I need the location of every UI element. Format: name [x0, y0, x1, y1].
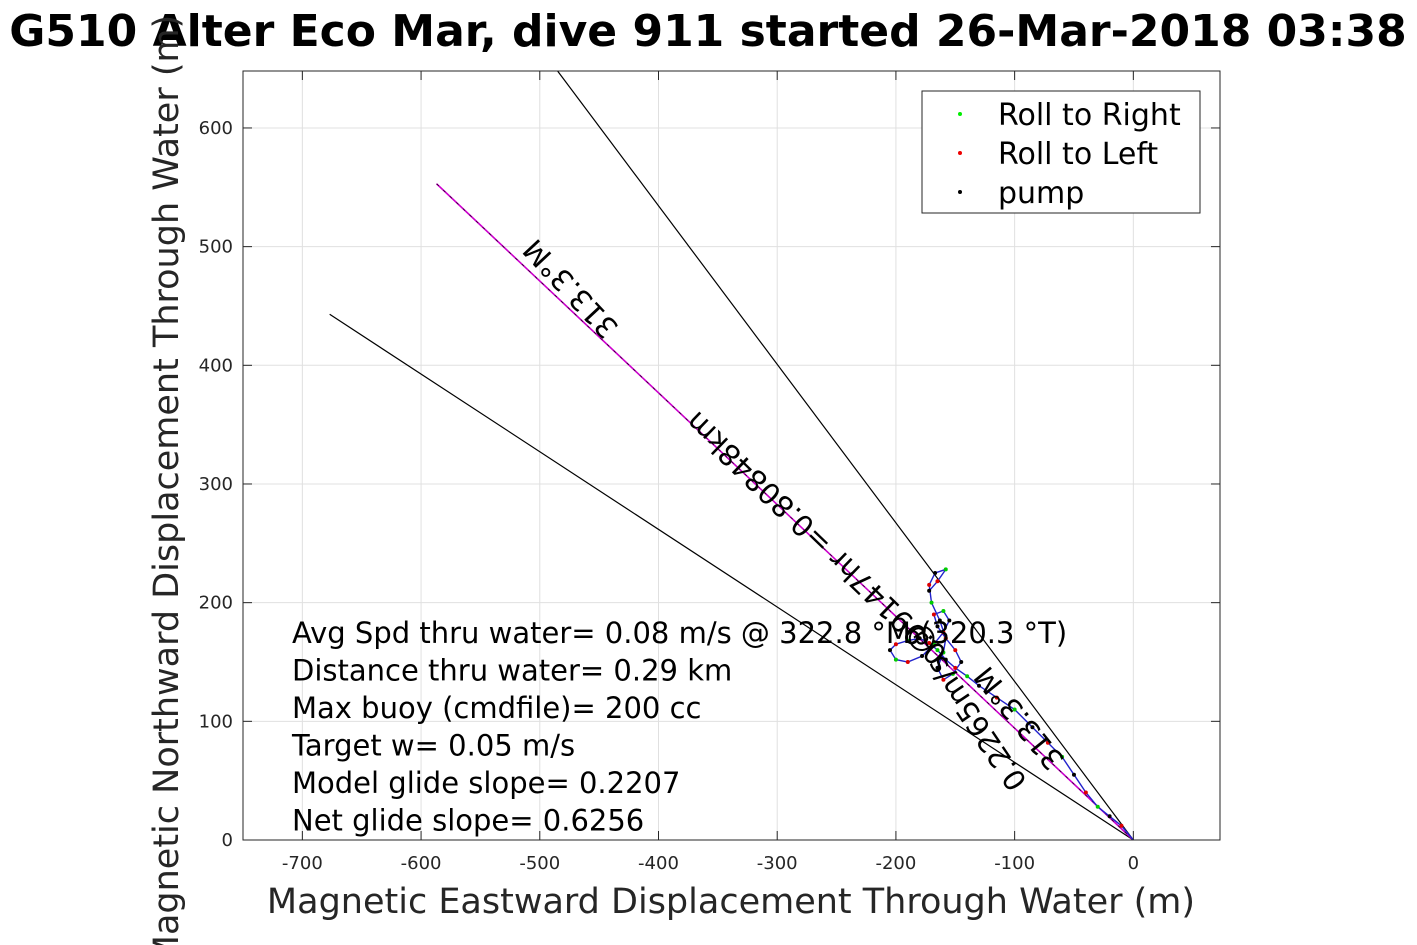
ticks: -700 -600 -500 -400 -300 -200 -100 0 0 100 200 300 4… [199, 71, 1220, 874]
legend-marker [958, 190, 962, 194]
track-point [893, 642, 898, 647]
track-point [941, 630, 946, 635]
track-point [935, 665, 940, 670]
stat-line: Max buoy (cmdfile)= 200 cc [292, 691, 701, 725]
stat-line: Target w= 0.05 m/s [291, 729, 575, 763]
track-point [1107, 814, 1112, 819]
x-tick-label: -400 [638, 853, 679, 874]
track-point [927, 588, 932, 593]
legend-marker [958, 151, 962, 155]
heading-line-dots [436, 183, 1134, 841]
track-point [941, 677, 946, 682]
track-point [953, 665, 958, 670]
track-point [935, 579, 940, 584]
track-point [1012, 707, 1017, 712]
track-point [943, 567, 948, 572]
x-axis-label: Magnetic Eastward Displacement Through W… [267, 882, 1195, 922]
track-point [943, 657, 948, 662]
x-tick-label: -200 [875, 853, 916, 874]
upper-bound-line [557, 70, 1134, 841]
track-point [927, 641, 932, 646]
track-point [931, 612, 936, 617]
track-point [941, 650, 946, 655]
stat-line: Model glide slope= 0.2207 [292, 766, 680, 800]
track-point [1095, 804, 1100, 809]
track-point [1083, 790, 1088, 795]
track-point [1030, 725, 1035, 730]
track-point [927, 582, 932, 587]
stats-block: Avg Spd thru water= 0.08 m/s @ 322.8 °M … [291, 616, 1067, 838]
y-tick-label: 200 [199, 593, 233, 614]
y-tick-label: 500 [199, 237, 233, 258]
track-point [905, 638, 910, 643]
y-tick-label: 0 [222, 830, 233, 851]
x-tick-label: -300 [757, 853, 798, 874]
track-point [953, 648, 958, 653]
track-layer [887, 567, 1134, 841]
plot-frame [242, 70, 1221, 841]
stat-line: Distance thru water= 0.29 km [292, 654, 732, 688]
stat-line: Net glide slope= 0.6256 [292, 804, 644, 838]
track-point [937, 618, 942, 623]
x-tick-label: -100 [994, 853, 1035, 874]
x-tick-label: -700 [282, 853, 323, 874]
grid [243, 71, 1220, 841]
track-point [920, 654, 925, 659]
y-axis-label: Magnetic Northward Displacement Through … [147, 15, 187, 945]
legend-entry-label: Roll to Right [998, 98, 1181, 133]
y-tick-label: 300 [199, 474, 233, 495]
track-point [917, 636, 922, 641]
y-tick-label: 600 [199, 118, 233, 139]
track-point [1071, 772, 1076, 777]
legend-entry-label: Roll to Left [998, 137, 1158, 172]
track-point [931, 642, 936, 647]
track-point [1060, 754, 1065, 759]
legend-box [921, 90, 1201, 214]
x-tick-label: -600 [401, 853, 442, 874]
track-point [959, 659, 964, 664]
chart-title: G510 Alter Eco Mar, dive 911 started 26-… [9, 6, 1406, 57]
track-point [1119, 823, 1124, 828]
plot-lines [329, 70, 1134, 841]
track-point [933, 570, 938, 575]
legend-marker [958, 112, 962, 116]
y-tick-label: 100 [199, 711, 233, 732]
track-point [935, 624, 940, 629]
x-tick-label: 0 [1128, 853, 1139, 874]
track-point [893, 657, 898, 662]
track-point [950, 671, 955, 676]
legend-entries: Roll to Right Roll to Left pump [958, 98, 1181, 211]
track-point [965, 674, 970, 679]
track-point [887, 648, 892, 653]
track-point [929, 600, 934, 605]
track-point [947, 618, 952, 623]
track-point [941, 608, 946, 613]
track-point [977, 683, 982, 688]
lower-bound-line [329, 313, 1134, 841]
y-tick-label: 400 [199, 355, 233, 376]
stat-line: Avg Spd thru water= 0.08 m/s @ 322.8 °M … [292, 616, 1067, 650]
track-point [943, 636, 948, 641]
x-tick-label: -500 [519, 853, 560, 874]
track-point [1045, 740, 1050, 745]
track-point [935, 648, 940, 653]
legend-entry-label: pump [998, 176, 1084, 211]
track-point [994, 695, 999, 700]
track-point [905, 659, 910, 664]
legend: Roll to Right Roll to Left pump [921, 90, 1201, 214]
